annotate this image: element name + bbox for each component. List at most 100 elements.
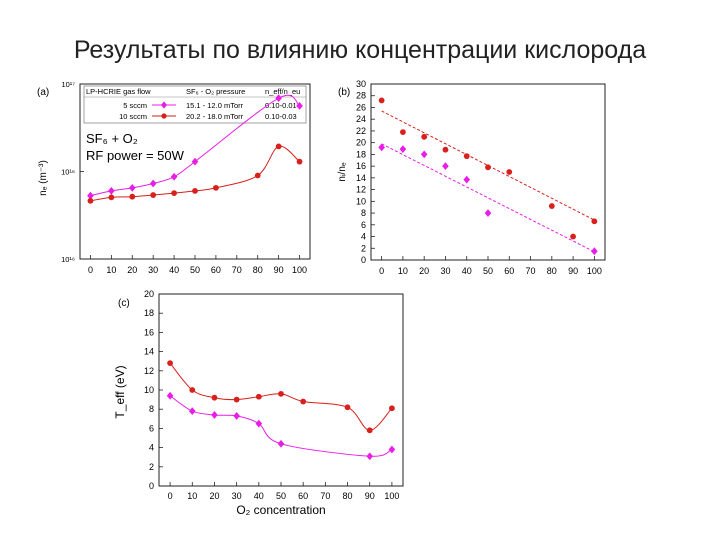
panel-b-xtick-label: 60	[504, 266, 514, 276]
panel-b-xtick-label: 10	[398, 266, 408, 276]
panel-c-ytick-label: 6	[149, 423, 154, 433]
panel-b-circle-point	[570, 233, 576, 240]
panel-b-diamond-point	[420, 150, 428, 159]
panel-b-xtick-label: 80	[547, 266, 557, 276]
panel-a-circle-point	[254, 172, 261, 179]
legend-header-1: SF₆ - O₂ pressure	[186, 87, 245, 96]
panel-c-ytick-label: 8	[149, 404, 154, 414]
panel-b-circle-point	[378, 97, 385, 104]
panel-a-ylabel: nₑ (m⁻³)	[38, 160, 49, 196]
panel-a-xtick-label: 50	[190, 265, 200, 275]
panel-a-diamond-point	[296, 101, 303, 110]
panel-b-xtick-label: 90	[568, 266, 578, 276]
panel-a-diamond-point	[275, 94, 282, 103]
panel-b-xtick-label: 30	[440, 266, 450, 276]
panel-b-diamond-point	[463, 175, 471, 184]
panel-b-series-diamond-fit-line	[381, 143, 595, 253]
panel-c-diamond-point	[188, 407, 196, 416]
panel-b-ytick-label: 0	[361, 255, 366, 265]
panel-a-annotation-power: RF power = 50W	[86, 148, 185, 163]
panel-c-xtick-label: 80	[343, 491, 353, 501]
legend-row0-flow: 5 sccm	[123, 101, 147, 110]
panel-a-circle-point	[129, 193, 136, 200]
panel-c-diamond-point	[366, 452, 374, 461]
panel-a-xtick-label: 70	[232, 265, 242, 275]
legend-row1-ratio: 0.10-0.03	[265, 112, 297, 121]
panel-c-ytick-label: 2	[149, 462, 154, 472]
panel-a-diamond-point	[128, 183, 136, 192]
panel-a-ytick-label: 10¹⁷	[61, 80, 75, 89]
panel-c-series-circle-line	[169, 362, 393, 431]
panel-c-circle-point	[167, 360, 173, 367]
panel-a-series-diamond-line	[90, 94, 300, 197]
panel-a-xtick-label: 30	[148, 265, 158, 275]
panel-b-diamond-point	[399, 145, 407, 154]
panel-b-diamond-point	[378, 143, 385, 152]
panel-a-circle-point	[275, 143, 282, 150]
panel-a-legend: LP-HCRIE gas flow SF₆ - O₂ pressure n_ef…	[83, 85, 307, 124]
panel-a-diamond-point	[170, 172, 178, 181]
panel-c-ytick-label: 20	[144, 289, 154, 299]
panel-c-xtick-label: 100	[384, 491, 399, 501]
panel-b-circle-point	[442, 146, 449, 153]
legend-row0-ratio: 0.10-0.01	[265, 101, 297, 110]
panel-c-xtick-label: 0	[168, 491, 173, 501]
panel-a-diamond-point	[108, 186, 115, 195]
panel-c-ylabel: T_eff (eV)	[113, 365, 127, 418]
panel-c-ytick-label: 12	[144, 366, 154, 376]
panel-b-circle-point	[548, 203, 555, 209]
panel-a-circle-point	[108, 194, 115, 201]
panel-c-diamond-point	[255, 419, 263, 428]
panel-b-ytick-label: 6	[361, 220, 366, 230]
panel-b-circle-point	[463, 153, 470, 160]
panel-c-diamond-point	[233, 412, 240, 420]
panel-b-xtick-label: 40	[462, 266, 472, 276]
panel-c-diamond-point	[211, 411, 218, 419]
panel-c-xtick-label: 10	[187, 491, 197, 501]
panel-a-xtick-label: 10	[106, 265, 116, 275]
panel-c-xtick-label: 70	[320, 491, 330, 501]
legend-header-2: n_eff/n_eu	[265, 87, 300, 96]
panel-c-xlabel: O₂ concentration	[236, 503, 325, 517]
panel-b-ytick-label: 18	[356, 149, 366, 159]
panel-a-circle-point	[296, 158, 303, 165]
panel-c-xtick-label: 20	[209, 491, 219, 501]
panel-c-chart: (c) 0 2 4 6 8 10 12 14 16 18 20 0 10 20 30 40 50 60 70 80 9…	[113, 289, 404, 517]
panel-c-circle-point	[211, 394, 218, 401]
panel-c-ytick-label: 16	[144, 327, 154, 337]
panel-b-diamond-point	[484, 209, 492, 217]
panel-b-circle-point	[506, 169, 513, 175]
panel-b-circle-point	[400, 129, 406, 136]
panel-a-circle-point	[192, 187, 198, 194]
panel-c-circle-point	[255, 393, 262, 400]
panel-b-xtick-label: 20	[419, 266, 429, 276]
panel-c-xtick-label: 50	[276, 491, 286, 501]
panel-b-diamond-point	[442, 162, 449, 171]
panel-c-diamond-point	[388, 445, 396, 454]
panel-a-label: (a)	[37, 87, 49, 98]
panel-b-ytick-label: 30	[356, 79, 366, 89]
panel-c-circle-point	[344, 404, 351, 411]
panel-a-circle-point	[87, 197, 94, 204]
panel-b-ytick-label: 24	[356, 114, 366, 124]
panel-b-ytick-label: 10	[356, 196, 366, 206]
panel-c-xtick-label: 30	[232, 491, 242, 501]
panel-b-ytick-label: 20	[356, 138, 366, 148]
panel-a-xtick-label: 0	[88, 265, 93, 275]
panel-b-label: (b)	[338, 87, 350, 98]
panel-b-frame	[370, 83, 606, 261]
panel-a-xtick-label: 80	[253, 265, 263, 275]
panel-b-ytick-label: 14	[356, 173, 366, 183]
panel-c-circle-point	[300, 398, 307, 405]
panel-c-diamond-point	[277, 439, 285, 448]
panel-b-ytick-label: 2	[361, 243, 366, 253]
panel-c-label: (c)	[118, 298, 130, 309]
panel-c-series-diamond-line	[169, 395, 393, 457]
panel-a-diamond-point	[191, 157, 199, 166]
panel-a-diamond-point	[149, 179, 157, 188]
panel-a-xtick-label: 60	[211, 265, 221, 275]
panel-c-ytick-label: 14	[144, 347, 154, 357]
